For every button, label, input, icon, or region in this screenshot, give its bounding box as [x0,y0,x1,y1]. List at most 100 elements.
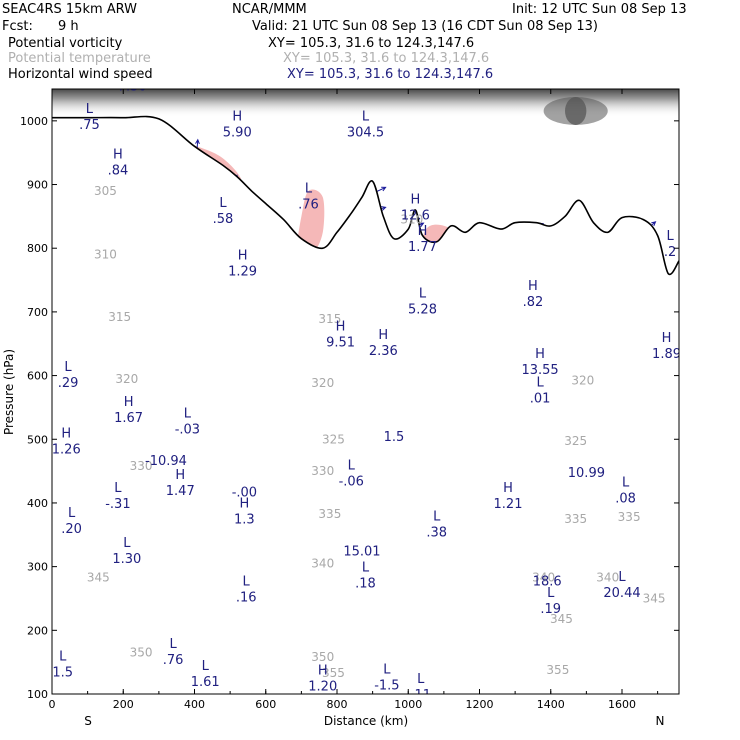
theta-label: 305 [94,184,117,198]
field-pv-xy: XY= 105.3, 31.6 to 124.3,147.6 [268,36,474,51]
hl-value: 9.51 [326,336,355,351]
hl-letter: H [238,248,248,263]
hl-value: .84 [108,164,129,179]
y-axis-label: Pressure (hPa) [2,349,16,435]
y-tick-label: 1000 [20,115,48,128]
hl-letter: H [61,427,71,442]
theta-labels: 350 350 345 340 335 335 335 330 330 325 325 320 320 3… [87,184,666,680]
theta-label: 310 [400,213,423,227]
hl-value: 1.89 [652,347,681,362]
y-tick-label: 800 [27,242,48,255]
hl-letter: L [433,509,441,524]
hl-value: 2.36 [369,344,398,359]
hl-value: 7.30 [118,80,147,95]
hl-letter: H [535,347,545,362]
hl-value: 15.01 [343,545,380,560]
hl-value: .82 [523,295,544,310]
theta-label: 350 [311,650,334,664]
header: SEAC4RS 15km ARW NCAR/MMM Init: 12 UTC S… [2,2,687,82]
hl-value: -.06 [339,474,364,489]
hl-letter: L [184,406,192,421]
x-tick-label: 1400 [537,698,565,711]
hl-letter: L [59,650,67,665]
hl-letter: L [666,229,674,244]
hl-letter: H [503,481,513,496]
hl-value: .76 [298,197,319,212]
hl-letter: L [123,536,131,551]
field-theta-xy: XY= 105.3, 31.6 to 124.3,147.6 [283,51,489,66]
init-time: Init: 12 UTC Sun 08 Sep 13 [512,2,687,17]
hl-value: 20.44 [603,586,640,601]
hl-value: .01 [530,392,551,407]
theta-label: 335 [564,512,587,526]
hl-letter: H [336,320,346,335]
hl-value: -.03 [175,422,200,437]
hl-letter: L [348,458,356,473]
terrain-fill [52,116,679,694]
theta-label: 315 [318,312,341,326]
hl-value: 1.21 [494,497,523,512]
theta-label: 325 [564,434,587,448]
hl-value: 5.28 [408,303,437,318]
hl-letter: L [305,181,313,196]
theta-label: 325 [322,432,345,446]
hl-value: 1.5 [52,666,73,681]
y-tick-label: 100 [27,688,48,701]
field-pv-name: Potential vorticity [8,36,123,51]
theta-label: 340 [596,570,619,584]
hl-letter: H [410,192,420,207]
hl-letter: H [239,497,249,512]
field-wind-name: Horizontal wind speed [8,67,153,82]
x-axis-label: Distance (km) [324,714,408,728]
y-tick-label: 700 [27,306,48,319]
theta-label: 350 [130,646,153,660]
hl-letter: L [243,574,251,589]
hl-value: .20 [61,522,82,537]
hl-value: .11 [410,688,431,703]
hl-value: .38 [426,525,447,540]
hl-letter: L [86,102,94,117]
hl-value: 1.77 [408,240,437,255]
hl-letter: H [232,109,242,124]
axis-ticks: 0 200 400 600 800 1000 1200 1400 1600 100 200 300 40… [20,89,679,711]
hl-value: 1.20 [308,680,337,695]
hl-value: 12.6 [401,208,430,223]
hl-letter: H [378,328,388,343]
y-tick-label: 500 [27,433,48,446]
terrain-line [52,115,679,276]
hl-value: 1.61 [191,675,220,690]
hl-value: .16 [236,590,257,605]
field-wind-xy: XY= 105.3, 31.6 to 124.3,147.6 [287,67,493,82]
hl-value: .2 [664,245,676,260]
hl-letter: L [64,360,72,375]
y-tick-label: 900 [27,179,48,192]
hl-value: 1.30 [112,552,141,567]
hl-letter: L [114,481,122,496]
hl-value: .75 [79,118,100,133]
hl-value: .76 [163,653,184,668]
hl-value: 13.55 [521,363,558,378]
theta-label: 335 [618,510,641,524]
theta-label: 320 [115,372,138,386]
theta-label: 310 [94,248,117,262]
theta-label: 345 [643,591,666,605]
stratosphere-shading [52,89,679,428]
hl-value: .19 [540,602,561,617]
org-label: NCAR/MMM [232,2,307,17]
hl-value: 10.99 [568,466,605,481]
hl-letter: L [362,560,370,575]
y-tick-label: 400 [27,497,48,510]
x-tick-label: 800 [327,698,348,711]
hl-letter: L [618,570,626,585]
hl-letter: H [113,148,123,163]
plot-area: 350 350 345 340 335 335 335 330 330 325 325 320 320 3… [52,80,681,703]
x-tick-label: 600 [255,698,276,711]
theta-label: 355 [546,663,569,677]
hl-value: 1.5 [384,430,405,445]
x-tick-label: 0 [49,698,56,711]
hl-letter: L [536,376,544,391]
hl-value: -.31 [105,497,130,512]
hl-letter: H [662,331,672,346]
y-tick-label: 600 [27,370,48,383]
